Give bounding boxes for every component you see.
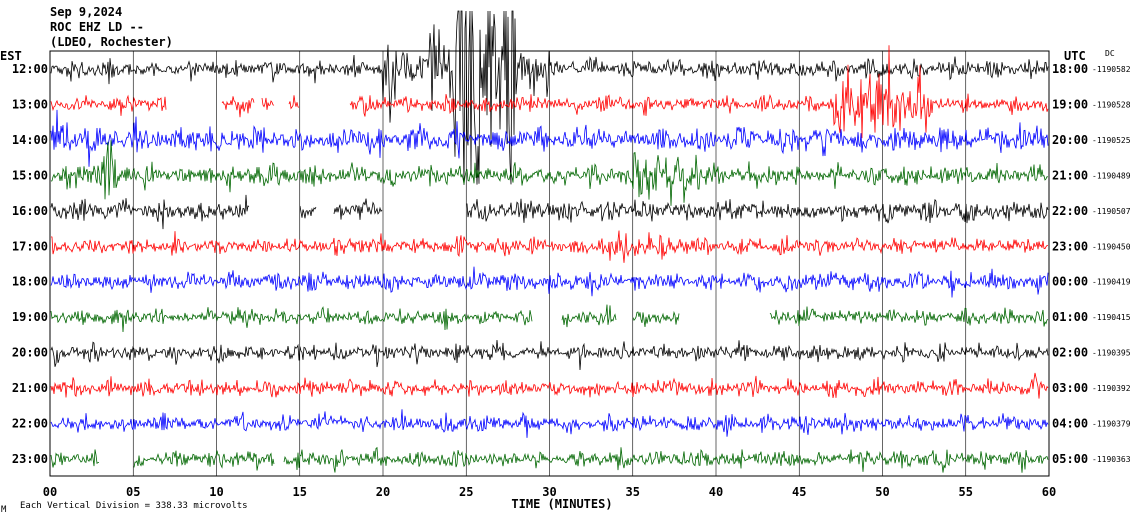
dc-offset-label: -1190528 [1092,100,1130,109]
x-tick-label: 20 [376,485,390,499]
utc-hour-label: 02:00 [1052,346,1088,360]
x-tick-label: 15 [293,485,307,499]
est-hour-label: 13:00 [12,97,48,111]
utc-hour-label: 05:00 [1052,452,1088,466]
utc-hour-label: 21:00 [1052,168,1088,182]
corner-mark: M [1,505,7,515]
header-station: ROC EHZ LD -- [50,20,144,34]
utc-hour-label: 22:00 [1052,204,1088,218]
dc-offset-label: -1190415 [1092,313,1130,322]
trace-line [50,109,1049,167]
est-hour-label: 23:00 [12,452,48,466]
est-hour-label: 17:00 [12,239,48,253]
plot-grid [49,50,1050,477]
left-axis-label: EST [0,49,22,63]
header-network: (LDEO, Rochester) [50,35,173,49]
x-tick-label: 25 [459,485,473,499]
utc-hour-label: 23:00 [1052,239,1088,253]
dc-offset-label: -1190395 [1092,349,1130,358]
trace-line [50,372,1049,399]
x-tick-label: 40 [709,485,723,499]
est-hour-label: 21:00 [12,381,48,395]
dc-offset-label: -1190363 [1092,455,1130,464]
trace-line [50,230,1048,263]
dc-offset-label: -1190525 [1092,136,1130,145]
dc-offset-label: -1190489 [1092,171,1130,180]
trace-line [50,45,1049,139]
x-tick-label: 00 [43,485,57,499]
est-hour-label: 15:00 [12,168,48,182]
trace-line [50,339,1049,371]
row-labels: 12:00 18:00 -1190582 13:00 19:00 -1190528 14:0… [12,62,1130,466]
x-tick-label: 05 [126,485,140,499]
est-hour-label: 18:00 [12,275,48,289]
utc-hour-label: 20:00 [1052,133,1088,147]
utc-hour-label: 01:00 [1052,310,1088,324]
est-hour-label: 16:00 [12,204,48,218]
trace-group [50,10,1049,473]
est-hour-label: 12:00 [12,62,48,76]
x-tick-label: 60 [1042,485,1056,499]
x-tick-label: 55 [959,485,973,499]
trace-line [50,409,1049,438]
trace-line [50,194,1049,230]
dc-offset-label: -1190582 [1092,65,1130,74]
est-hour-label: 14:00 [12,133,48,147]
dc-offset-label: -1190379 [1092,420,1130,429]
dc-offset-label: -1190392 [1092,384,1130,393]
utc-hour-label: 18:00 [1052,62,1088,76]
est-hour-label: 19:00 [12,310,48,324]
est-hour-label: 22:00 [12,417,48,431]
trace-line [50,10,1049,185]
x-tick-label: 30 [542,485,556,499]
dc-offset-label: -1190507 [1092,207,1130,216]
dc-offset-label: -1190450 [1092,242,1130,251]
right-axis-label: UTC [1064,49,1086,63]
dc-label: DC [1105,49,1115,58]
x-tick-label: 35 [626,485,640,499]
utc-hour-label: 03:00 [1052,381,1088,395]
est-hour-label: 20:00 [12,346,48,360]
trace-line [50,266,1049,298]
utc-hour-label: 19:00 [1052,97,1088,111]
x-tick-label: 50 [875,485,889,499]
trace-line [50,304,1049,333]
trace-line [50,446,1049,473]
x-tick-label: 10 [209,485,223,499]
x-tick-label: 45 [792,485,806,499]
footer-note: Each Vertical Division = 338.33 microvol… [20,501,248,511]
x-axis-label: TIME (MINUTES) [511,497,612,511]
utc-hour-label: 00:00 [1052,275,1088,289]
header-date: Sep 9,2024 [50,5,122,19]
dc-offset-label: -1190419 [1092,278,1130,287]
utc-hour-label: 04:00 [1052,417,1088,431]
trace-line [50,140,1049,206]
x-tick-labels: 00 05 10 15 20 25 30 35 40 45 50 55 60 [43,485,1056,499]
